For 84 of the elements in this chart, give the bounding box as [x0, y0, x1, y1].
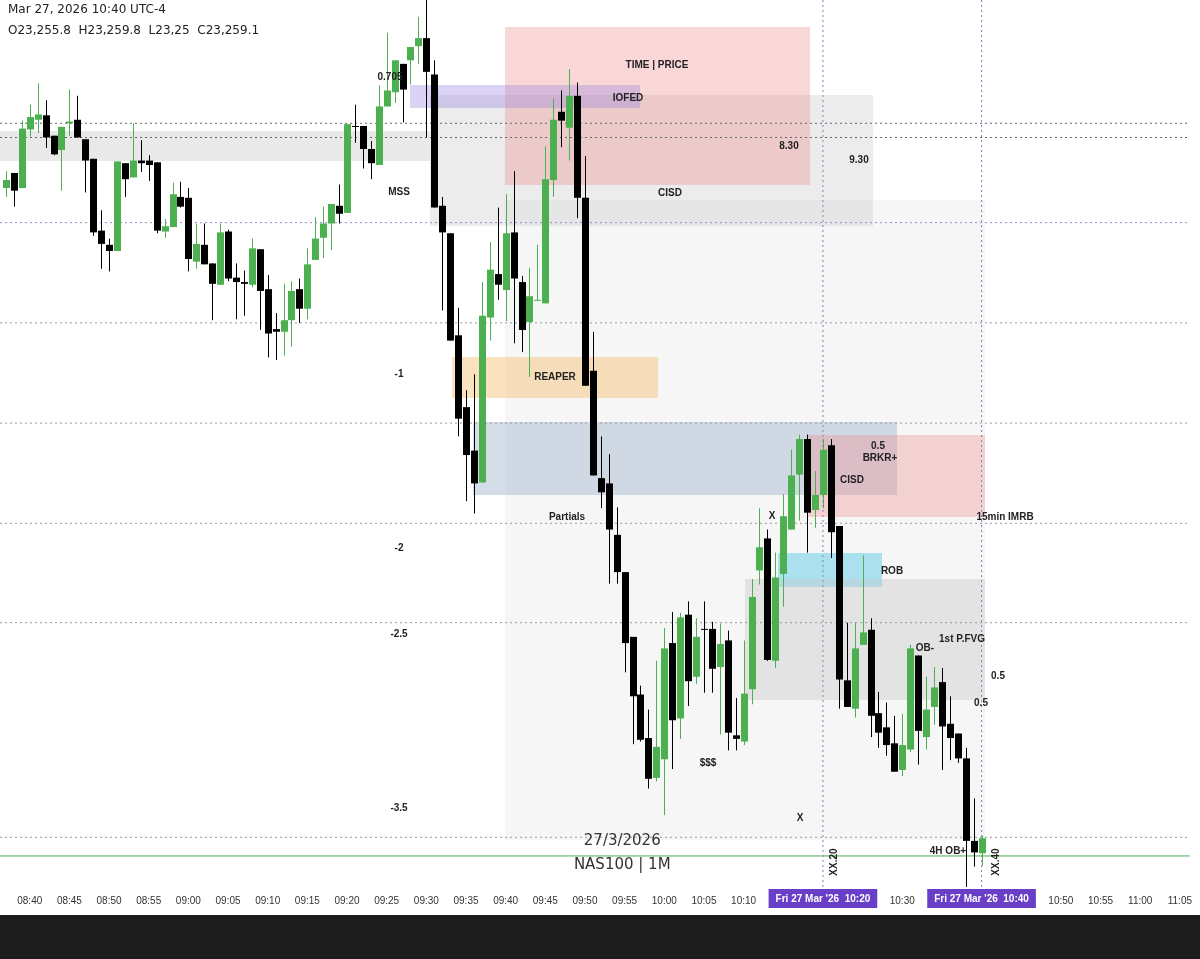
x-tick-label: 11:00	[1128, 894, 1153, 906]
annotation: $$$	[699, 756, 717, 768]
x-tick-label: 10:00	[651, 894, 678, 906]
x-tick-label: 09:25	[374, 894, 400, 906]
candlestick	[241, 270, 248, 317]
annotation: -2.5	[390, 627, 409, 639]
annotation: Mar 27, 2026 10:40 UTC-4	[8, 2, 166, 17]
annotation: REAPER	[534, 370, 577, 382]
x-tick-label: 09:15	[294, 894, 321, 906]
candlestick	[130, 122, 137, 178]
candlestick	[74, 95, 81, 138]
annotation: ROB	[880, 564, 904, 576]
annotation: XX.40	[989, 847, 1001, 876]
annotation: X	[768, 509, 776, 521]
annotation: MSS	[388, 185, 411, 197]
annotation: 15min IMRB	[976, 510, 1034, 522]
x-tick-label: 10:55	[1088, 894, 1114, 906]
x-tick-label: 10:50	[1048, 894, 1074, 906]
candlestick	[812, 470, 819, 529]
candlestick	[193, 223, 200, 270]
candlestick	[860, 554, 867, 646]
x-tick-label: 09:05	[215, 894, 241, 906]
x-tick-label: 08:40	[17, 894, 43, 906]
candlestick	[312, 216, 319, 261]
x-tick-label: 09:50	[572, 894, 598, 906]
candlestick	[717, 623, 724, 735]
annotation: 9.30	[849, 153, 870, 165]
x-tick-label: 09:35	[453, 894, 479, 906]
x-tick-label: 09:00	[175, 894, 202, 906]
annotation: 4H OB+	[929, 844, 967, 856]
x-tick-label: 09:20	[334, 894, 360, 906]
x-tick-label: 08:45	[56, 894, 83, 906]
text: NAS100 | 1M	[573, 854, 671, 873]
x-tick-label: 10:10	[731, 894, 757, 906]
annotation: X	[796, 811, 804, 823]
candlestick	[931, 666, 938, 726]
candlestick	[58, 126, 65, 192]
candlestick	[407, 46, 414, 85]
candlestick	[3, 170, 10, 198]
text: 27/3/2026	[583, 830, 661, 849]
candlestick	[11, 172, 18, 208]
candlestick	[336, 184, 343, 225]
annotation: OB-	[915, 641, 935, 653]
x-tick-label: 08:50	[96, 894, 123, 906]
x-tick-label: 09:10	[255, 894, 281, 906]
annotation: 0.5	[871, 439, 886, 451]
candlestick	[495, 207, 502, 301]
annotation: O23,255.8 H23,259.8 L23,25 C23,259.1	[8, 23, 260, 38]
x-tick-label: 10:05	[691, 894, 717, 906]
candlestick	[296, 278, 303, 324]
annotation: XX.20	[827, 847, 839, 876]
x-tick-label: 09:40	[493, 894, 519, 906]
candlestick	[368, 140, 375, 180]
candlestick	[320, 206, 327, 259]
x-tick-label: 09:55	[612, 894, 638, 906]
annotation: 0.5	[974, 696, 989, 708]
candlestick	[971, 797, 978, 868]
annotation: 1st P.FVG	[939, 632, 986, 644]
ref-line-label: Fri 27 Mar '26 10:40	[934, 892, 1030, 904]
annotation: 8.30	[779, 139, 800, 151]
x-tick-label: 11:05	[1167, 894, 1193, 906]
annotation: CISD	[658, 186, 682, 198]
x-tick-label: 09:30	[413, 894, 440, 906]
annotation: Partials	[548, 510, 586, 522]
ref-line-label: Fri 27 Mar '26 10:20	[775, 892, 871, 904]
annotation: -1	[394, 367, 404, 379]
candlestick	[558, 89, 565, 148]
x-tick-label: 08:55	[136, 894, 162, 906]
candlestick	[106, 238, 113, 272]
x-tick-label: 10:30	[889, 894, 916, 906]
candlestick	[415, 16, 422, 65]
annotation: CISD	[840, 473, 864, 485]
x-tick-label: 09:45	[532, 894, 559, 906]
candlestick	[733, 697, 740, 751]
annotation: -3.5	[390, 801, 409, 813]
annotation: BRKR+	[862, 451, 898, 463]
candlestick	[328, 203, 335, 251]
annotation: -2	[394, 541, 404, 553]
annotation: IOFED	[612, 91, 644, 103]
candlestick	[756, 507, 763, 586]
annotation: TIME | PRICE	[625, 58, 689, 70]
annotation: 0.5	[991, 669, 1006, 681]
candlestick	[122, 162, 129, 198]
candlestick	[281, 283, 288, 357]
